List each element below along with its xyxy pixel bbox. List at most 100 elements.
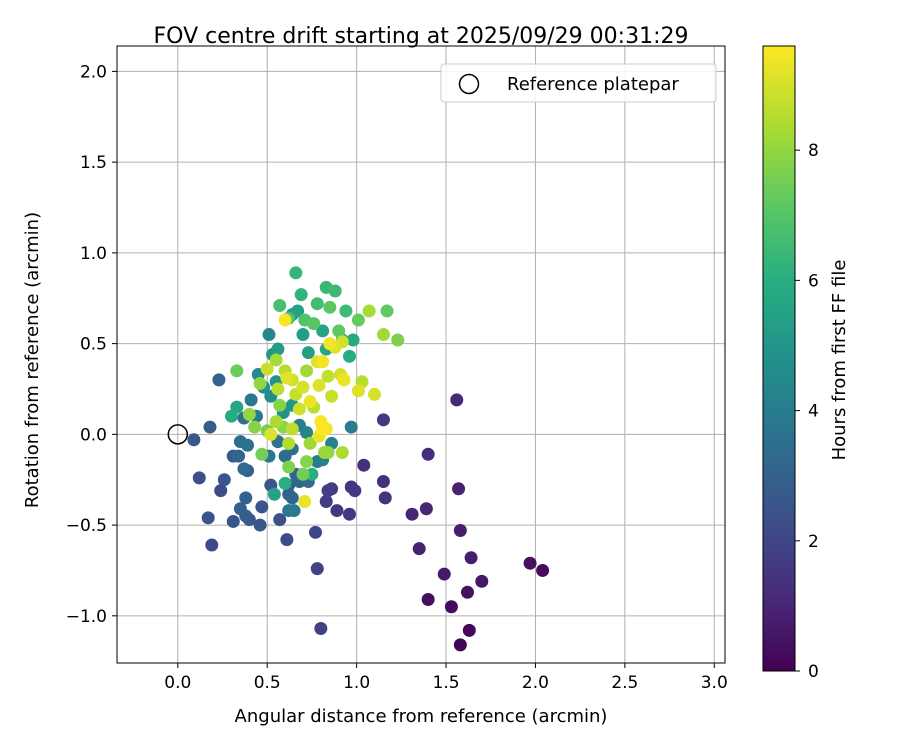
grid-lines: [117, 46, 725, 663]
colorbar-tick-label: 2: [808, 532, 819, 552]
data-point: [264, 427, 278, 441]
data-point: [296, 328, 310, 342]
data-point: [289, 266, 303, 280]
data-point: [214, 484, 228, 498]
data-point: [253, 377, 267, 391]
data-point: [344, 420, 358, 434]
x-tick-label: 2.0: [522, 673, 549, 693]
legend-box: [440, 63, 717, 103]
reference-platepar-marker: [167, 424, 189, 445]
data-point: [271, 382, 285, 396]
data-point: [292, 402, 306, 416]
data-point: [346, 333, 360, 347]
plot-frame: [116, 45, 726, 664]
data-point: [201, 511, 215, 525]
data-point: [282, 436, 296, 450]
data-point: [421, 447, 435, 461]
data-point: [310, 562, 324, 576]
data-point: [253, 518, 267, 532]
data-point: [380, 304, 394, 318]
data-point: [376, 413, 390, 427]
data-point: [273, 299, 287, 313]
data-point: [368, 387, 382, 401]
data-point: [244, 393, 258, 407]
data-point: [232, 449, 246, 463]
data-point: [192, 471, 206, 485]
y-tick-label: 1.0: [80, 244, 107, 264]
data-point: [296, 467, 310, 481]
data-point: [239, 491, 253, 505]
data-point: [391, 333, 405, 347]
data-point: [269, 353, 283, 367]
x-tick-label: 3.0: [701, 673, 728, 693]
data-point: [237, 462, 251, 476]
data-point: [405, 507, 419, 521]
data-point: [419, 502, 433, 516]
data-point: [267, 487, 281, 501]
data-point: [351, 384, 365, 398]
legend-entry-label: Reference platepar: [507, 74, 679, 95]
data-point: [300, 455, 314, 469]
y-axis-ticks: −1.0 −0.5 0.0 0.5 1.0 1.5 2.0: [66, 62, 117, 627]
data-point: [339, 304, 353, 318]
data-point: [319, 494, 333, 508]
chart-title: FOV centre drift starting at 2025/09/29 …: [154, 24, 689, 49]
data-point: [269, 415, 283, 429]
data-point: [310, 297, 324, 311]
data-point: [453, 524, 467, 538]
data-point: [291, 304, 305, 318]
data-point: [187, 433, 201, 447]
x-tick-label: 1.5: [433, 673, 460, 693]
colorbar-tick-label: 4: [808, 402, 819, 422]
data-point: [376, 475, 390, 489]
data-point: [444, 600, 458, 614]
data-point: [314, 622, 328, 636]
data-point: [330, 504, 344, 518]
x-tick-label: 1.0: [343, 673, 370, 693]
data-point: [224, 409, 238, 423]
data-point: [325, 389, 339, 403]
data-point: [321, 484, 335, 498]
data-point: [255, 447, 269, 461]
colorbar-tick-label: 6: [808, 271, 819, 291]
data-point: [376, 328, 390, 342]
colorbar-label: Hours from first FF file: [829, 260, 850, 461]
data-point: [262, 328, 276, 342]
y-tick-label: 2.0: [80, 62, 107, 82]
data-point: [303, 436, 317, 450]
data-point: [453, 638, 467, 652]
data-point: [321, 369, 335, 383]
data-point: [337, 373, 351, 387]
legend-marker-circle-icon: [458, 73, 480, 95]
data-point: [351, 313, 365, 327]
data-point: [312, 378, 326, 392]
data-point: [332, 324, 346, 338]
x-tick-label: 2.5: [611, 673, 638, 693]
data-point: [260, 362, 274, 376]
data-point: [328, 284, 342, 298]
data-point: [280, 371, 294, 385]
data-point: [305, 467, 319, 481]
data-point: [462, 623, 476, 637]
data-point: [335, 445, 349, 459]
data-points: [187, 266, 550, 652]
data-point: [316, 422, 330, 436]
data-point: [212, 373, 226, 387]
data-point: [342, 507, 356, 521]
data-point: [450, 393, 464, 407]
data-point: [357, 458, 371, 472]
data-point: [316, 355, 330, 369]
data-point: [294, 288, 308, 302]
data-point: [316, 324, 330, 338]
data-point: [303, 395, 317, 409]
y-tick-label: 1.5: [80, 153, 107, 173]
data-point: [421, 592, 435, 606]
x-tick-label: 0.0: [164, 673, 191, 693]
data-point: [460, 585, 474, 599]
legend: Reference platepar: [440, 63, 717, 103]
data-point: [308, 525, 322, 539]
data-point: [273, 398, 287, 412]
data-point: [287, 504, 301, 518]
data-point: [378, 491, 392, 505]
